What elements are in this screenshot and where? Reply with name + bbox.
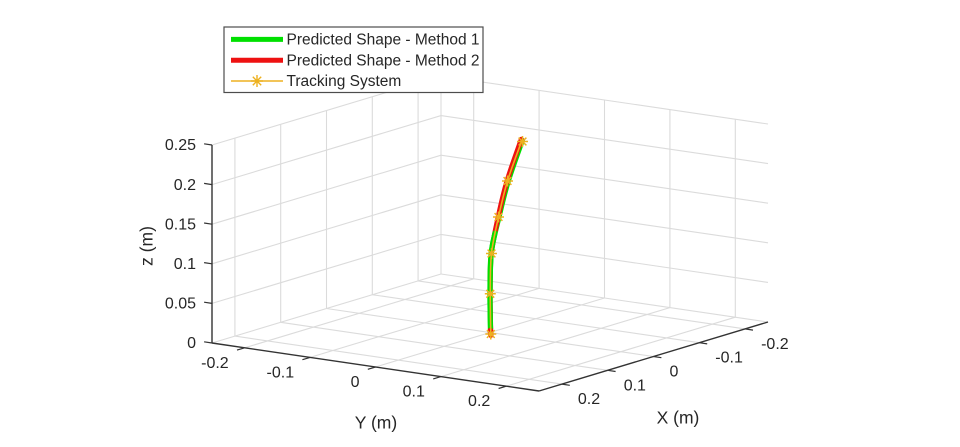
svg-text:X (m): X (m)	[657, 408, 700, 428]
svg-text:Predicted Shape - Method 1: Predicted Shape - Method 1	[287, 32, 480, 49]
svg-text:0.25: 0.25	[165, 137, 196, 154]
svg-text:0.2: 0.2	[578, 391, 600, 408]
svg-text:Y (m): Y (m)	[355, 413, 397, 433]
svg-text:0.15: 0.15	[165, 216, 196, 233]
svg-text:0.2: 0.2	[468, 393, 490, 410]
svg-text:-0.2: -0.2	[761, 336, 789, 353]
svg-text:0: 0	[187, 335, 196, 352]
svg-text:Tracking System: Tracking System	[287, 73, 402, 90]
svg-text:0: 0	[670, 364, 679, 381]
svg-text:0: 0	[351, 374, 360, 391]
svg-text:0.1: 0.1	[403, 384, 425, 401]
svg-text:-0.1: -0.1	[715, 350, 743, 367]
svg-text:Predicted Shape - Method 2: Predicted Shape - Method 2	[287, 52, 480, 69]
svg-text:-0.2: -0.2	[201, 355, 229, 372]
svg-text:0.2: 0.2	[174, 177, 196, 194]
svg-text:0.05: 0.05	[165, 296, 196, 313]
svg-text:-0.1: -0.1	[267, 364, 295, 381]
svg-text:0.1: 0.1	[174, 256, 196, 273]
svg-text:z (m): z (m)	[137, 226, 157, 266]
svg-text:0.1: 0.1	[624, 377, 646, 394]
